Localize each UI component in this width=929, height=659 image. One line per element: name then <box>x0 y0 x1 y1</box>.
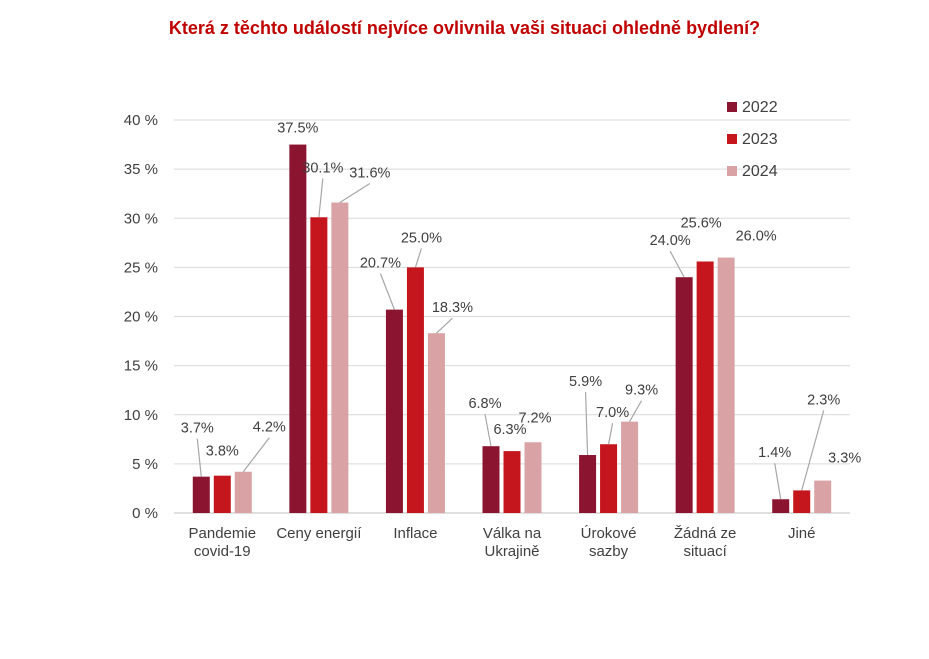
data-label: 37.5% <box>277 121 318 137</box>
bar-2023 <box>696 261 714 513</box>
chart-title: Která z těchto událostí nejvíce ovlivnil… <box>168 18 761 38</box>
category-label: Úrokové <box>581 525 637 542</box>
y-tick-label: 15 % <box>124 358 158 375</box>
y-tick-label: 30 % <box>124 210 158 227</box>
data-label: 3.8% <box>206 444 239 460</box>
bar-2022 <box>192 476 210 513</box>
y-tick-label: 10 % <box>124 407 158 424</box>
category-label: Inflace <box>393 525 437 542</box>
label-leader-lines <box>196 178 825 500</box>
data-label: 2.3% <box>807 392 840 408</box>
bar-2024 <box>234 471 252 513</box>
category-label: situací <box>683 543 727 560</box>
bar-2023 <box>503 451 521 513</box>
legend-label: 2024 <box>742 163 778 180</box>
leader-line <box>669 250 685 278</box>
leader-line <box>484 414 492 447</box>
bars <box>192 144 832 513</box>
bar-2023 <box>793 490 811 513</box>
bar-2023 <box>406 267 424 513</box>
leader-line <box>379 273 395 310</box>
bar-2024 <box>717 257 735 513</box>
data-label: 9.3% <box>625 383 658 399</box>
bar-2024 <box>524 442 542 513</box>
data-label: 30.1% <box>302 160 343 176</box>
leader-line <box>414 248 423 268</box>
y-axis-ticks: 0 % 5 % 10 % 15 % 20 % 25 % 30 % 35 % 40 % <box>124 112 158 522</box>
y-tick-label: 0 % <box>132 505 158 522</box>
category-label: Pandemie <box>189 525 257 542</box>
category-label: sazby <box>589 543 629 560</box>
legend-swatch <box>727 102 737 112</box>
leader-line <box>318 178 324 218</box>
data-label: 24.0% <box>650 233 691 249</box>
leader-line <box>242 437 270 473</box>
leader-line <box>339 183 371 204</box>
category-label: Jiné <box>788 525 816 542</box>
data-label: 1.4% <box>758 445 791 461</box>
category-label: Ceny energií <box>276 525 362 542</box>
data-label: 3.3% <box>828 451 861 467</box>
legend-label: 2022 <box>742 99 778 116</box>
data-label: 6.8% <box>468 396 501 412</box>
y-tick-label: 25 % <box>124 259 158 276</box>
data-label: 31.6% <box>349 166 390 182</box>
leader-line <box>607 423 614 445</box>
data-label: 18.3% <box>432 300 473 316</box>
legend-label: 2023 <box>742 131 778 148</box>
data-label: 25.0% <box>401 230 442 246</box>
leader-line <box>196 438 202 477</box>
bar-2023 <box>310 217 328 513</box>
y-tick-label: 35 % <box>124 161 158 178</box>
bar-2024 <box>621 421 639 513</box>
legend-swatch <box>727 166 737 176</box>
bar-2024 <box>331 202 349 513</box>
data-label: 7.0% <box>596 405 629 421</box>
bar-2022 <box>289 144 307 513</box>
data-label: 4.2% <box>253 420 286 436</box>
data-label: 5.9% <box>569 374 602 390</box>
bar-2022 <box>385 309 403 513</box>
y-tick-label: 5 % <box>132 456 158 473</box>
legend-swatch <box>727 134 737 144</box>
leader-line <box>774 463 782 500</box>
bar-2024 <box>427 333 445 513</box>
bar-2022 <box>675 277 693 513</box>
data-labels: 3.7% 3.8% 4.2% 37.5% 30.1% 31.6% 20.7%25.0% 18.… <box>181 121 862 467</box>
data-label: 26.0% <box>736 229 777 245</box>
data-label: 3.7% <box>181 421 214 437</box>
bar-2023 <box>213 475 231 513</box>
leader-line <box>629 400 643 422</box>
data-label: 6.3% <box>493 422 526 438</box>
bar-2022 <box>772 499 790 513</box>
bar-2022 <box>482 446 500 513</box>
bar-2023 <box>600 444 618 513</box>
leader-line <box>801 410 825 491</box>
legend: 2022 2023 2024 <box>727 99 778 180</box>
bar-2022 <box>579 455 597 513</box>
data-label: 25.6% <box>681 215 722 231</box>
y-tick-label: 40 % <box>124 112 158 129</box>
category-label: covid-19 <box>194 543 251 560</box>
bar-2024 <box>814 480 832 513</box>
category-label: Ukrajině <box>484 543 539 560</box>
category-label: Válka na <box>483 525 542 542</box>
leader-line <box>584 392 589 456</box>
leader-line <box>436 317 453 334</box>
category-label: Žádná ze <box>674 525 737 542</box>
data-label: 20.7% <box>360 256 401 272</box>
data-label: 7.2% <box>518 410 551 426</box>
y-tick-label: 20 % <box>124 309 158 326</box>
